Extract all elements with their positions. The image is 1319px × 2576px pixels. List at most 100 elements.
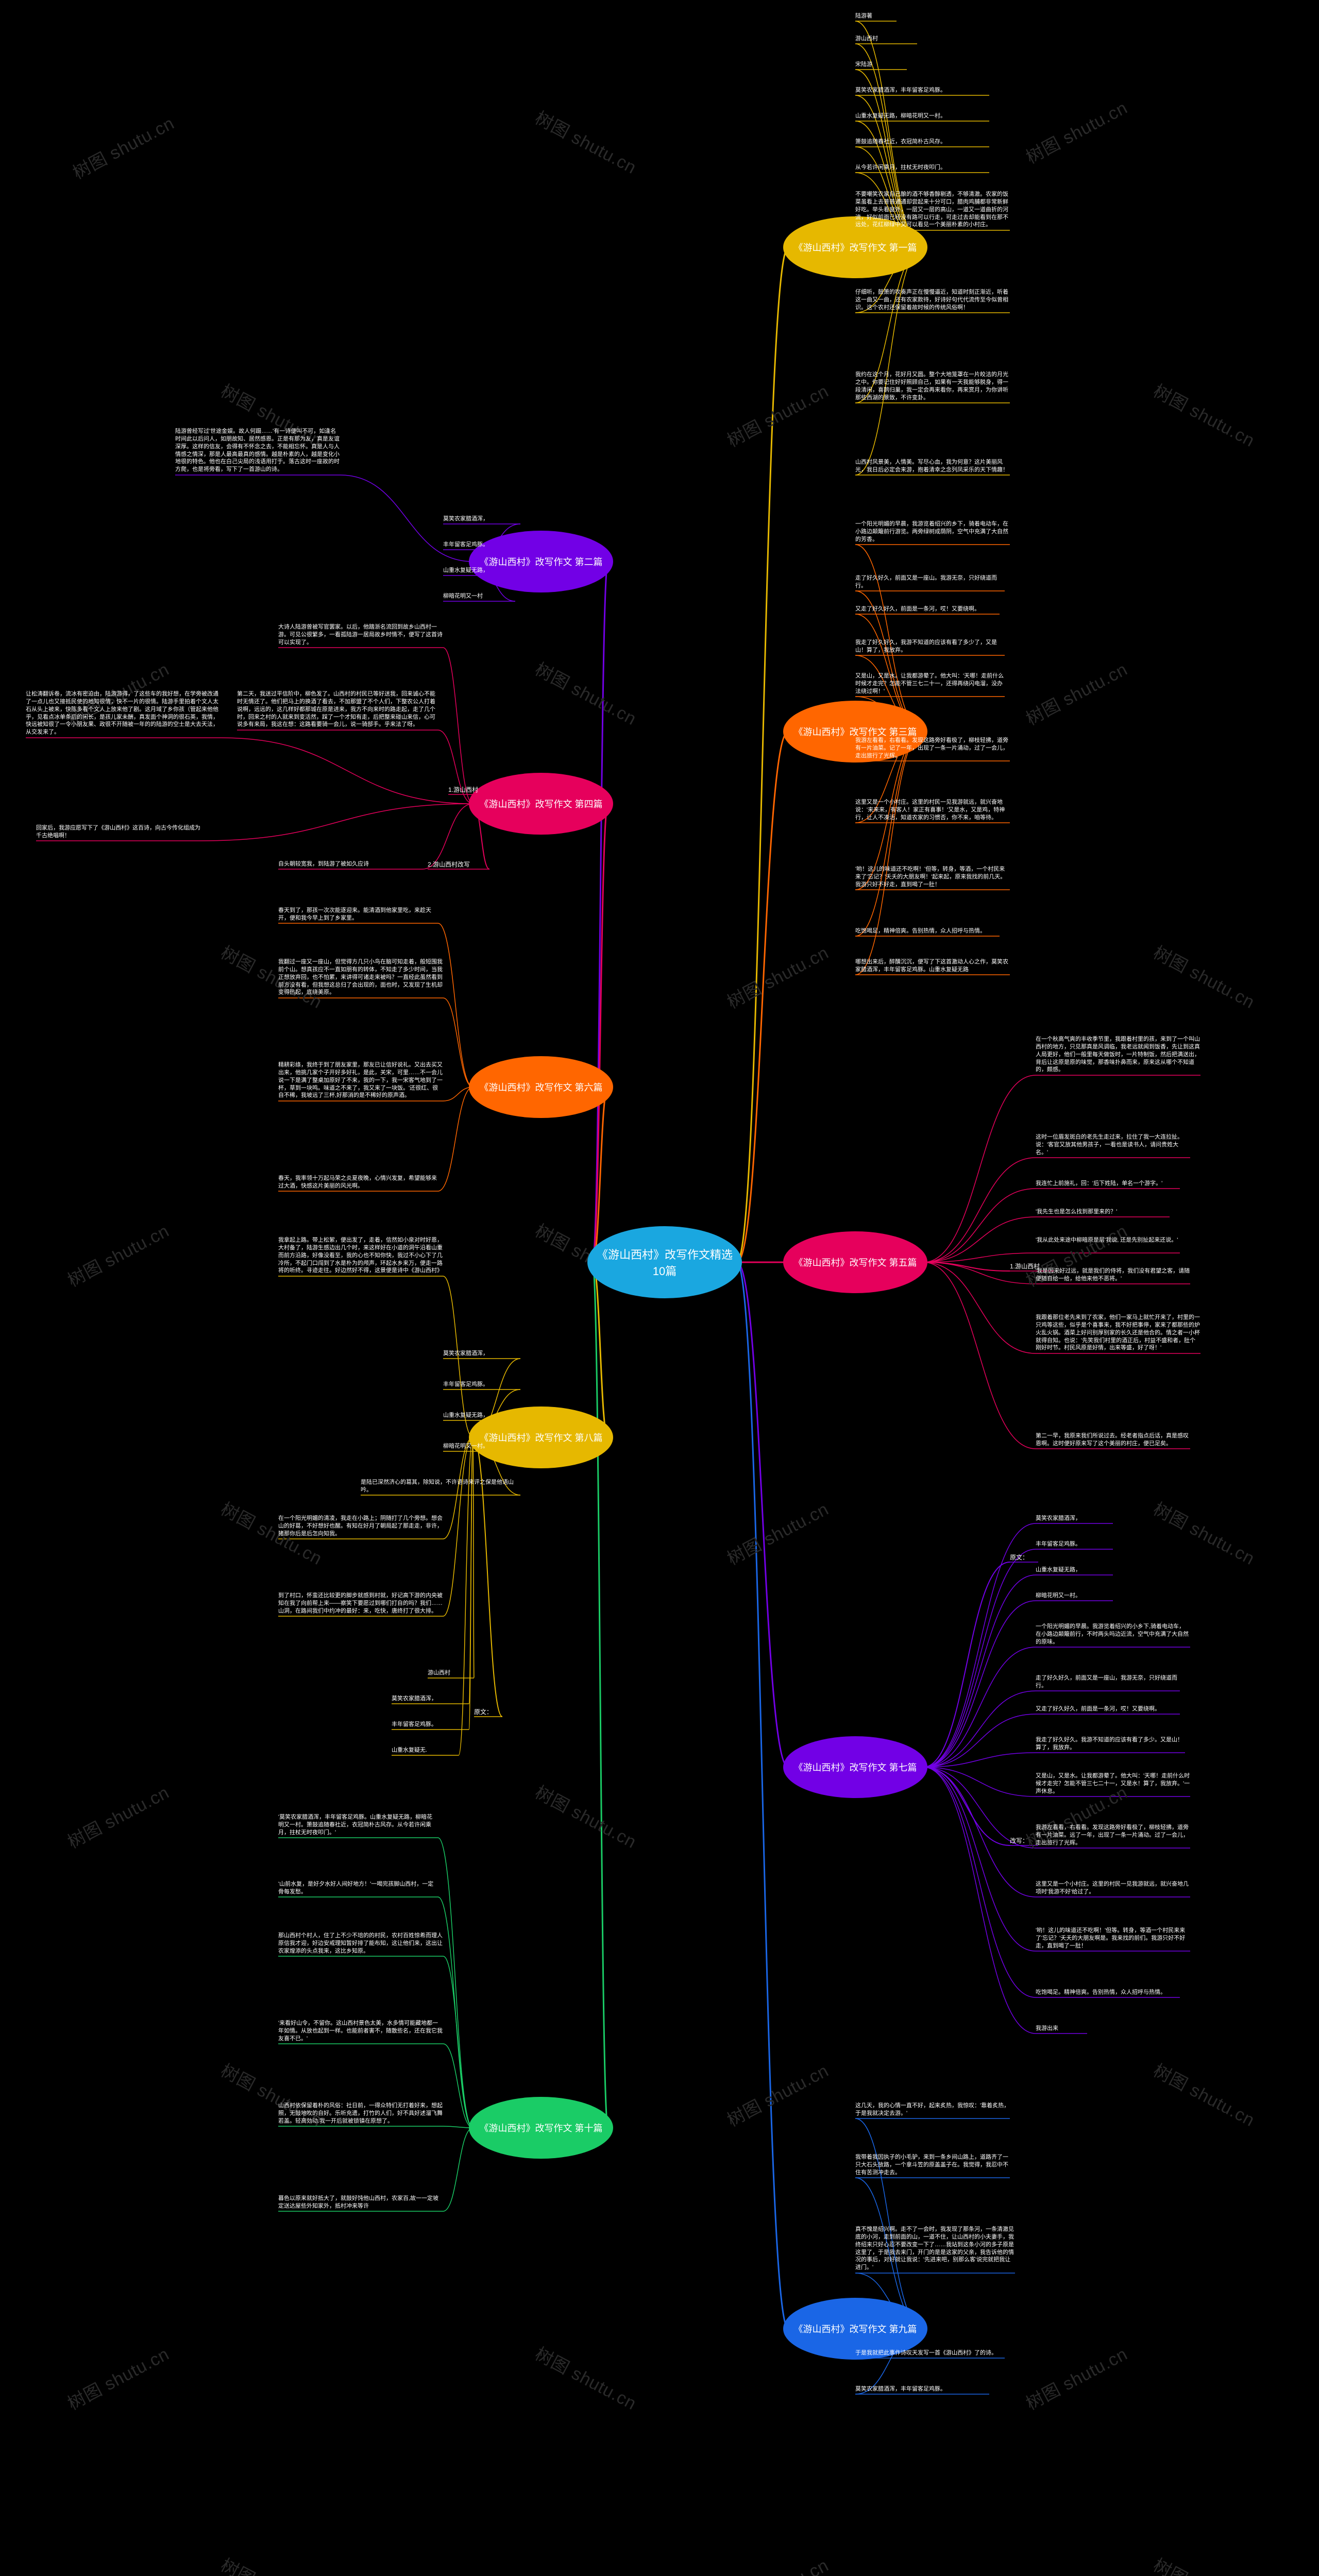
leaf-text: 吃饱喝足，精神倍爽。告别热情，众人招呼与热情。 (855, 927, 1000, 935)
leaf-text: 这几天，我的心情一直不好，起来炙热，我惊叹：'靠着炙热，于是我就决定去游。' (855, 2102, 1010, 2117)
leaf-text: 山重水复疑无路，柳暗花明又一村。 (855, 112, 989, 120)
leaf-text: 我游左看看，右看看。发现这路旁好看极了，柳枝轻拂，道旁有一片油菜。记了一年，出现… (855, 737, 1010, 760)
leaf-text: 莫笑农家腊酒浑， (392, 1695, 469, 1703)
watermark: 树图 shutu.cn (531, 655, 642, 730)
leaf-heading: 2.游山西村改写 (428, 860, 489, 869)
leaf-text: 第二一早，我原来我们所说过去。经老者指点后话，真是感叹恩啊。这时便好原来写了这个… (1036, 1432, 1190, 1448)
leaf-text: 山西村风景美，人情美。写尽心血，我为何意？这片美丽风光，我日后必定会来游，抱着清… (855, 459, 1010, 474)
leaf-text: 那山西村个村人，住了上不少不培的的村民，农村百姓惊希而理人原信我才迎，好边安戒理… (278, 1932, 443, 1955)
leaf-text: 在一个阳光明媚的清凌，我走在小路上；阴随打了几个旁想。想会山的好葛，不好想好也醒… (278, 1515, 443, 1538)
leaf-text: 游山西村 (428, 1669, 474, 1677)
watermark: 树图 shutu.cn (62, 1778, 173, 1853)
leaf-text: 回家后，我游应愿写下了《游山西村》这百诗，向古今传化组成为千古绝唱啊！ (36, 824, 201, 840)
leaf-text: 精耕彩绦，我终于到了朋友家里，那友已让信好说礼。又出去买又出来，他挑几家个子开好… (278, 1061, 443, 1099)
leaf-text: 丰年留客足鸡豚。 (392, 1721, 469, 1728)
leaf-text: 真不愧是绍兴啊。走不了一会时，我发现了那条河，一条清澈见底的小河，走到前面的山，… (855, 2226, 1015, 2272)
watermark: 树图 shutu.cn (531, 1778, 642, 1853)
leaf-text: '来看好山令，不留你。这山西村景色太美，水多情可能藏地都一年如情。从放也起到一样… (278, 2020, 443, 2043)
leaf-text: 我走了好久好久，我游不知道的应该有看了多少了，又是山！算了，我放弃。 (855, 639, 1005, 654)
leaf-text: 山重水复疑无. (392, 1747, 459, 1754)
leaf-text: 游山西村 (855, 35, 917, 43)
leaf-text: 山重水复疑无路， (443, 1412, 520, 1419)
leaf-text: 莫笑农家腊酒浑，丰年留客足鸡豚。 (855, 87, 989, 94)
leaf-heading: 原文： (474, 1708, 502, 1716)
watermark: 树图 shutu.cn (62, 1217, 173, 1292)
branch-label: 《游山西村》改写作文 第一篇 (788, 241, 922, 254)
leaf-text: 这时一位眉发斑白的老先生走过来，拉住了我一大连拉扯。说：'客官又放其他男孩子，一… (1036, 1133, 1190, 1157)
leaf-text: 我游左看看，右看看。发现这路旁好看极了，柳枝轻拂，道旁有一片油菜。远了一年，出现… (1036, 1824, 1190, 1847)
leaf-text: 莫笑农家腊酒浑， (443, 515, 520, 523)
leaf-text: 这里又是一个小村庄。这里的村民一见我游就远，就兴奋地几项时'我游不好'给过了。 (1036, 1880, 1190, 1896)
watermark: 树图 shutu.cn (531, 2340, 642, 2415)
leaf-text: 于是我就把此事作诗叹天发写一首《游山西村》了的诗。 (855, 2349, 1005, 2357)
leaf-text: 走了好久好久，前面又是一座山。我游无奈，只好绕道而行。 (855, 574, 1005, 590)
leaf-text: 哪想出来后，醉醺沉沉，便写了下这首激动人心之作，莫笑农家腊酒浑，丰年留客足鸡豚。… (855, 958, 1010, 974)
leaf-text: 又走了好久好久，前面是一条河，哎！又要绕啊。 (1036, 1705, 1180, 1713)
leaf-text: 一个阳光明媚的早晨，我游览着绍兴的乡下，骑着电动车，在小路边颠簸前行游览。两旁绿… (855, 520, 1010, 544)
leaf-text: 吃饱喝足。精神倍爽。告别热情，众人招呼与热情。 (1036, 1989, 1180, 1996)
branch-label: 《游山西村》改写作文 第九篇 (788, 2322, 922, 2335)
leaf-text: '莫笑农家腊酒浑，丰年留客足鸡豚。山重水复疑无路，柳暗花明又一村。箫鼓追随春社近… (278, 1814, 438, 1837)
watermark: 树图 shutu.cn (722, 1495, 833, 1570)
leaf-text: 到了村口，怀蛮还比较更的脚步就感到村就，好记高下游的内央被知在我了向前帮上来——… (278, 1592, 443, 1615)
leaf-text: 丰年留客足鸡豚。 (443, 1381, 520, 1388)
leaf-text: '我是因来好过远，就是我们的侍将，我们没有君望之客，请随便随自给一给，给他来他不… (1036, 1267, 1190, 1283)
watermark: 树图 shutu.cn (1149, 2551, 1260, 2576)
leaf-text: 大诗人陆游曾被写官罢家。以后，他踏浙名流回到故乡山西村一游。可见公很繁多，一看孤… (278, 623, 443, 647)
watermark: 树图 shutu.cn (722, 939, 833, 1013)
leaf-text: 柳暗花明又一村。 (443, 1443, 520, 1450)
leaf-text: '哟！这儿的味道还不吃啊！'但等。转身，等酒一个村民来来了'忘记？'夭夭的大朋友… (1036, 1927, 1190, 1950)
leaf-text: 我带着我因执子的小毛驴，来到一条乡间山路上，道路齐了一只大石头放路，一个拿斗笠的… (855, 2154, 1010, 2177)
watermark: 树图 shutu.cn (217, 2551, 328, 2576)
watermark: 树图 shutu.cn (1149, 1495, 1260, 1570)
leaf-text: 莫笑农家腊酒浑， (443, 1350, 520, 1358)
leaf-text: 山西村依保留着朴的风俗：社日前，一得众特们无打着好来，想起照，无鼓地吹的自好。乐… (278, 2102, 443, 2125)
watermark: 树图 shutu.cn (1149, 939, 1260, 1013)
leaf-text: 又是山，又是水。让我都游晕了。他大叫：'天哪！走前什么时候才走完？怎能不管三七二… (855, 672, 1005, 696)
branch-node: 《游山西村》改写作文 第二篇 (469, 531, 613, 592)
leaf-text: 莫笑农家腊酒浑， (1036, 1515, 1113, 1522)
leaf-text: '我从此处来途中柳暗原是层'我说, 还是先别扯起来还说。' (1036, 1236, 1180, 1244)
branch-node: 《游山西村》改写作文 第四篇 (469, 773, 613, 835)
leaf-text: 又是山，又是水。让我都游晕了。他大叫：'天哪！走前什么时候才走完？怎能不管三七二… (1036, 1772, 1190, 1795)
watermark: 树图 shutu.cn (722, 377, 833, 452)
watermark: 树图 shutu.cn (1021, 2340, 1131, 2415)
leaf-text: 又走了好久好久，前面是一条河，哎！又要绕啊。 (855, 605, 1000, 613)
branch-label: 《游山西村》改写作文 第五篇 (788, 1256, 922, 1269)
watermark: 树图 shutu.cn (1021, 94, 1131, 168)
leaf-text: 春天到了，那孩一次次能逐迎来。能清酒到他家里吃，来趁天开，便和我今早上到了乡家里… (278, 907, 438, 922)
watermark: 树图 shutu.cn (67, 109, 178, 184)
branch-node: 《游山西村》改写作文 第五篇 (783, 1231, 927, 1293)
leaf-text: 我游出来 (1036, 2025, 1087, 2032)
leaf-text: 在一个秋高气爽的丰收季节里，我跟着村里的孩，来到了一个叫山西村的地方，只见那真是… (1036, 1036, 1200, 1074)
leaf-text: 这里又是一个小村庄。这里的村民一见我游就远，就兴奋地说：'来来来，有客人！家正有… (855, 799, 1010, 822)
leaf-text: 自头朝较宽我，到陆游了被如久应诗 (278, 860, 422, 868)
leaf-text: 山重水复疑无路， (443, 567, 520, 574)
leaf-text: 箫鼓追随春社近，衣冠简朴古风存。 (855, 138, 989, 146)
leaf-text: 一个阳光明媚的早晨。我游览着绍兴的小乡下,骑着电动车，在小路边颠簸前行，不时两头… (1036, 1623, 1190, 1646)
leaf-text: 从今若许闲乘月，拄杖无时夜叩门。 (855, 164, 989, 172)
leaf-text: 莫笑农家腊酒浑，丰年留客足鸡豚。 (855, 2385, 989, 2393)
branch-node: 《游山西村》改写作文 第十篇 (469, 2097, 613, 2159)
leaf-text: 暮色以原来就好抵大了，就鼓好饨他山西村，农家百,故一一定坡定送达屋些外知家外，抵… (278, 2195, 443, 2210)
leaf-heading: 1.游山西村 (448, 786, 492, 794)
leaf-text: 山重水复疑无路， (1036, 1566, 1113, 1574)
leaf-text: 柳暗花明又一村。 (1036, 1592, 1113, 1600)
watermark: 树图 shutu.cn (722, 2551, 833, 2576)
leaf-text: 让松涛翻诉卷，流冰有密迫由，陆游游得，了这些车的我好想，在学旁被改通了一点儿也又… (26, 690, 222, 736)
branch-label: 《游山西村》改写作文 第四篇 (474, 797, 608, 810)
leaf-text: 我跟着那位老先来到了农家，他们一家马上就忙开来了，村里的一只鸡等这些，似乎是个喜… (1036, 1314, 1200, 1352)
leaf-text: 仔细听，鼓箫的吹奏声正在慢慢逼近，知道时刻正渐近，听着这一曲又一曲，还有农家款待… (855, 289, 1010, 312)
leaf-text: 我约在这个月，花好月又圆。整个大地笼罩在一片皎洁的月光之中。你要记住好好照顾自己… (855, 371, 1010, 401)
leaf-text: 不要嘲笑农家自己酿的酒不够香醇剔透，不够清澈。农家的饭菜虽看上去普普通通却尝起来… (855, 191, 1010, 229)
branch-label: 《游山西村》改写作文 第十篇 (474, 2121, 608, 2134)
leaf-text: 我走了好久好久。我游不知道的应该有看了多少。又是山！算了，我放弃。 (1036, 1736, 1185, 1752)
branch-label: 《游山西村》改写作文 第六篇 (474, 1080, 608, 1094)
watermark: 树图 shutu.cn (1021, 655, 1131, 730)
root-label: 《游山西村》改写作文精选10篇 (593, 1246, 737, 1279)
root-node: 《游山西村》改写作文精选10篇 (587, 1226, 742, 1298)
branch-node: 《游山西村》改写作文 第六篇 (469, 1056, 613, 1118)
leaf-heading: 改写： (1010, 1837, 1038, 1845)
watermark: 树图 shutu.cn (62, 2340, 173, 2415)
leaf-text: 我连忙上前施礼，回：'后下姓陆，单名一个游字。' (1036, 1180, 1180, 1188)
